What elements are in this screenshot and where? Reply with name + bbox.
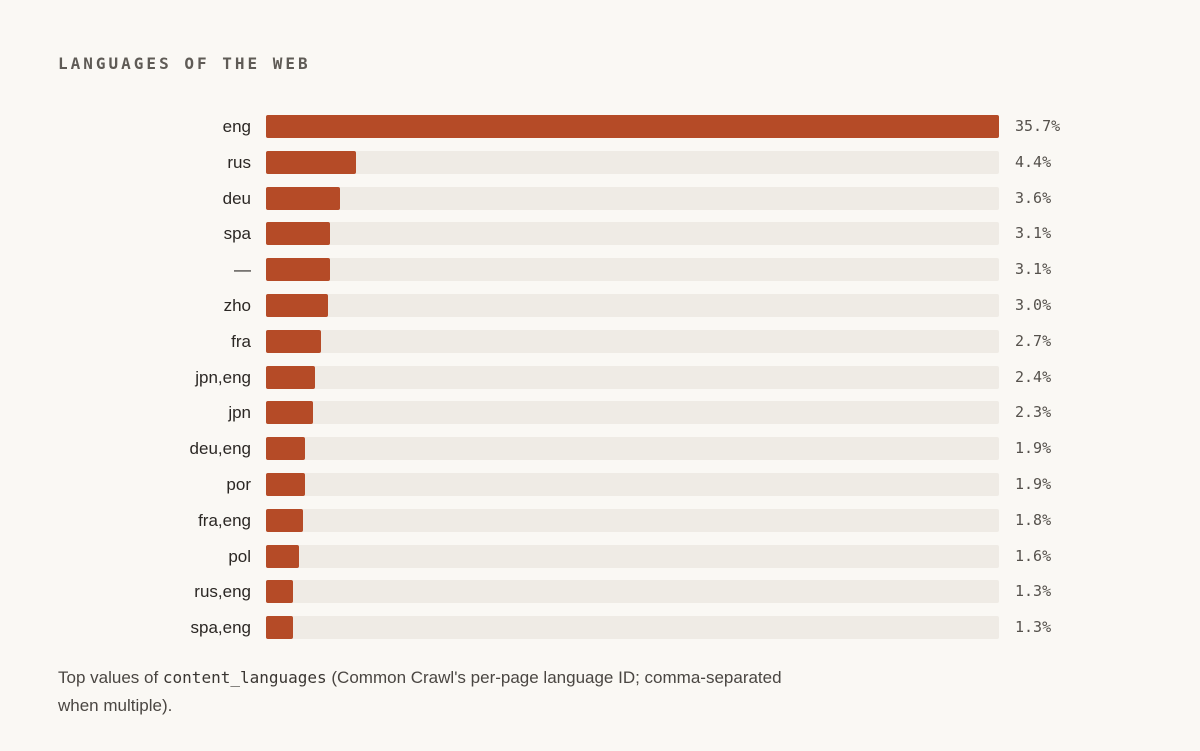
category-label: jpn,eng: [195, 367, 251, 387]
value-label: 3.0%: [1015, 296, 1052, 314]
category-label: pol: [228, 546, 251, 566]
caption-suffix: (Common Crawl's per-page language ID; co…: [58, 668, 782, 715]
bar-row: spa 3.1%: [0, 222, 1200, 246]
bar: [266, 115, 999, 138]
category-label: deu,eng: [189, 439, 251, 459]
value-label: 2.4%: [1015, 367, 1052, 386]
bar: [266, 580, 293, 604]
bar-row: eng 35.7%: [0, 115, 1200, 138]
bar-row: fra,eng 1.8%: [0, 508, 1200, 532]
bar-track: [266, 616, 999, 640]
bar-row: por 1.9%: [0, 473, 1200, 496]
bar-track: [266, 150, 999, 174]
value-label: 2.7%: [1015, 331, 1052, 350]
bar: [266, 258, 330, 282]
category-label: spa: [223, 224, 251, 244]
bar-row: deu 3.6%: [0, 186, 1200, 210]
category-label: deu: [222, 188, 251, 208]
value-label: 1.9%: [1015, 439, 1052, 458]
value-label: 4.4%: [1015, 152, 1052, 171]
caption-field-name: content_languages: [162, 668, 327, 687]
value-label: 3.1%: [1015, 224, 1052, 243]
bar-row: deu,eng 1.9%: [0, 437, 1200, 461]
chart-caption: Top values of content_languages (Common …: [58, 664, 798, 720]
bar-row: jpn,eng 2.4%: [0, 365, 1200, 389]
bar-row: spa,eng 1.3%: [0, 616, 1200, 640]
bar-track: [266, 222, 999, 246]
value-label: 35.7%: [1015, 117, 1061, 135]
category-label: jpn: [228, 403, 251, 423]
bar-track: [266, 401, 999, 425]
bar-row: — 3.1%: [0, 258, 1200, 282]
bar: [266, 473, 305, 496]
category-label: por: [226, 475, 251, 494]
bar: [266, 222, 330, 246]
category-label: —: [234, 260, 251, 280]
bar-row: fra 2.7%: [0, 329, 1200, 353]
bar-row: zho 3.0%: [0, 294, 1200, 317]
value-label: 1.3%: [1015, 618, 1052, 637]
bar: [266, 437, 305, 461]
bar: [266, 294, 328, 317]
value-label: 3.1%: [1015, 260, 1052, 279]
bar: [266, 186, 340, 210]
bar: [266, 365, 316, 389]
bar-track: [266, 186, 999, 210]
bar-track: [266, 473, 999, 496]
bar: [266, 616, 293, 640]
bar-track: [266, 437, 999, 461]
category-label: eng: [222, 117, 251, 136]
bar-track: [266, 115, 999, 138]
bar-track: [266, 544, 999, 568]
bar: [266, 544, 299, 568]
category-label: rus: [227, 152, 251, 172]
bar: [266, 508, 303, 532]
bar-row: rus 4.4%: [0, 150, 1200, 174]
bar-track: [266, 294, 999, 317]
bar: [266, 401, 314, 425]
caption-prefix: Top values of: [58, 668, 163, 687]
bar-row: pol 1.6%: [0, 544, 1200, 568]
bar: [266, 150, 357, 174]
category-label: fra,eng: [198, 510, 251, 530]
bar-track: [266, 365, 999, 389]
value-label: 1.6%: [1015, 546, 1052, 565]
category-label: spa,eng: [190, 618, 252, 638]
value-label: 1.3%: [1015, 582, 1052, 601]
bar-track: [266, 508, 999, 532]
value-label: 1.8%: [1015, 510, 1052, 529]
value-label: 3.6%: [1015, 188, 1052, 207]
value-label: 2.3%: [1015, 403, 1052, 422]
bar-track: [266, 580, 999, 604]
bar-track: [266, 258, 999, 282]
bar-row: jpn 2.3%: [0, 401, 1200, 425]
bar-row: rus,eng 1.3%: [0, 580, 1200, 604]
category-label: rus,eng: [194, 582, 251, 602]
bar: [266, 329, 322, 353]
bar-track: [266, 329, 999, 353]
category-label: fra: [231, 331, 251, 351]
value-label: 1.9%: [1015, 475, 1052, 493]
category-label: zho: [223, 296, 251, 315]
chart-title: LANGUAGES OF THE WEB: [58, 54, 311, 73]
